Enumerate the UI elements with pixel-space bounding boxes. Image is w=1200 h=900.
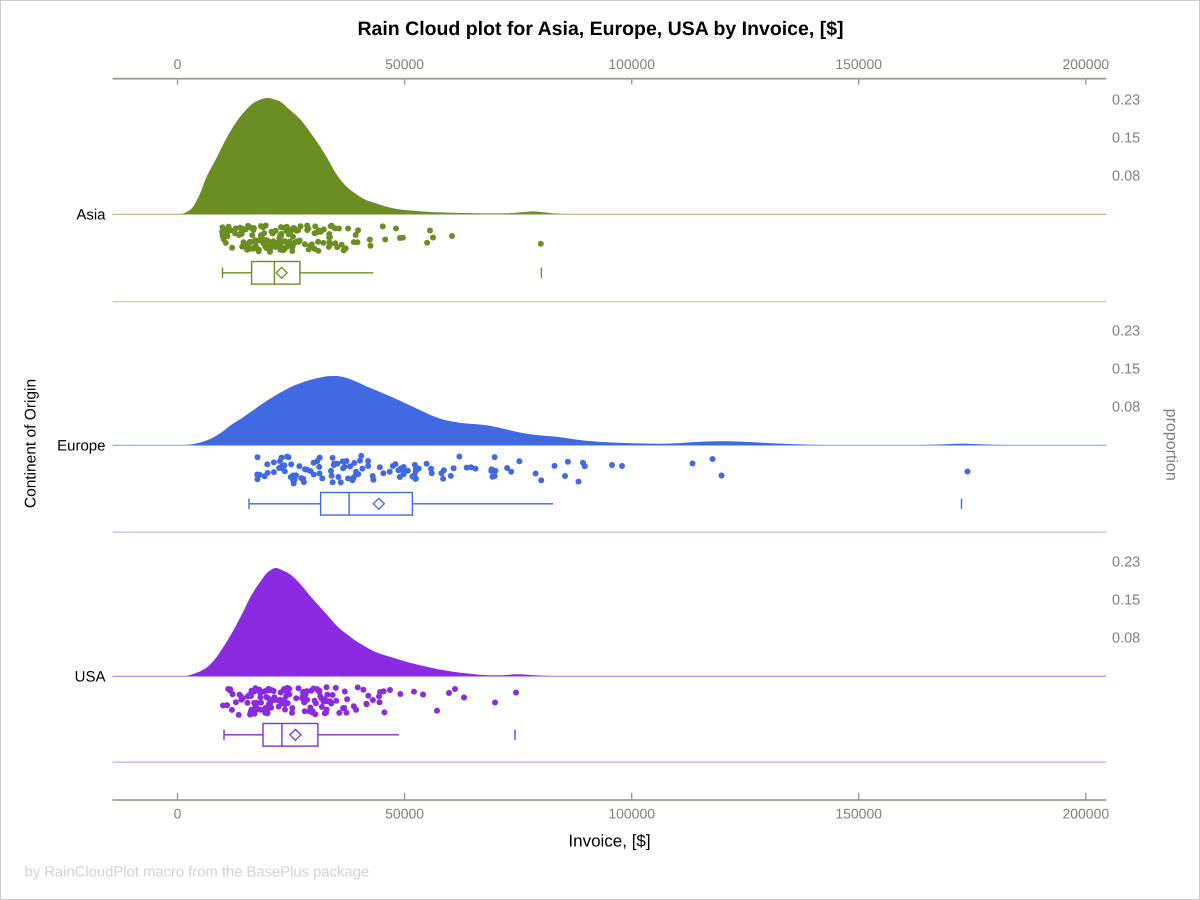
svg-text:Continent of Origin: Continent of Origin [23,379,40,508]
svg-text:0: 0 [174,56,182,72]
svg-text:0: 0 [174,806,182,822]
svg-text:50000: 50000 [385,56,424,72]
svg-text:0.08: 0.08 [1112,631,1140,647]
svg-text:150000: 150000 [835,806,882,822]
svg-text:Europe: Europe [57,438,105,455]
svg-text:0.23: 0.23 [1112,323,1140,339]
svg-text:Asia: Asia [76,207,106,224]
svg-text:0.23: 0.23 [1112,92,1140,108]
svg-text:0.15: 0.15 [1112,361,1140,377]
svg-text:0.23: 0.23 [1112,554,1140,570]
svg-text:100000: 100000 [608,806,655,822]
svg-text:by RainCloudPlot macro from th: by RainCloudPlot macro from the BasePlus… [25,865,370,881]
svg-text:200000: 200000 [1062,56,1109,72]
svg-text:0.15: 0.15 [1112,592,1140,608]
svg-text:Invoice, [$]: Invoice, [$] [568,832,650,851]
svg-text:50000: 50000 [385,806,424,822]
svg-text:USA: USA [75,669,106,686]
svg-text:150000: 150000 [835,56,882,72]
svg-text:200000: 200000 [1062,806,1109,822]
svg-text:0.15: 0.15 [1112,130,1140,146]
svg-text:proportion: proportion [1163,409,1180,481]
svg-text:0.08: 0.08 [1112,400,1140,416]
svg-text:Rain Cloud plot for Asia, Euro: Rain Cloud plot for Asia, Europe, USA by… [357,18,843,40]
svg-text:0.08: 0.08 [1112,169,1140,185]
svg-text:100000: 100000 [608,56,655,72]
